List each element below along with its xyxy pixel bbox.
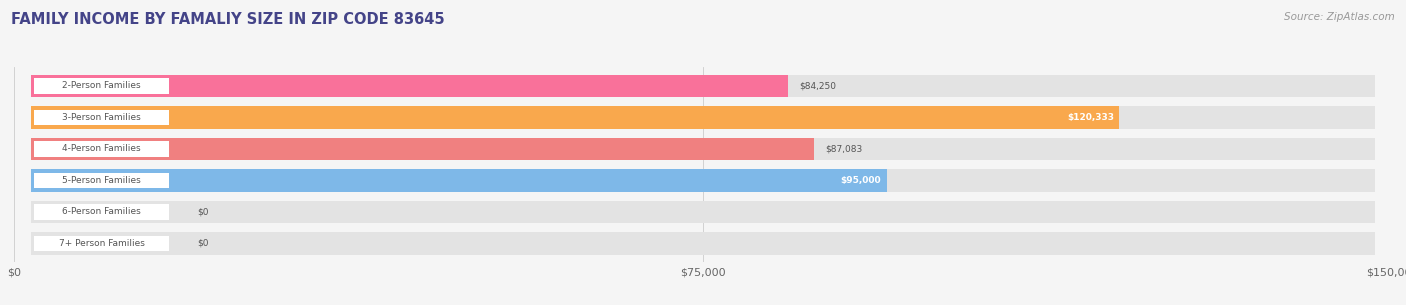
Text: $0: $0 <box>197 239 209 248</box>
Bar <box>31 169 887 192</box>
Text: 4-Person Families: 4-Person Families <box>62 145 141 153</box>
Text: 2-Person Families: 2-Person Families <box>62 81 141 91</box>
Bar <box>31 232 1375 255</box>
Bar <box>34 173 169 188</box>
Bar <box>31 201 1375 223</box>
Bar <box>31 75 787 97</box>
Bar <box>31 75 1375 97</box>
Text: 3-Person Families: 3-Person Families <box>62 113 141 122</box>
Text: Source: ZipAtlas.com: Source: ZipAtlas.com <box>1284 12 1395 22</box>
Bar <box>34 236 169 251</box>
Text: FAMILY INCOME BY FAMALIY SIZE IN ZIP CODE 83645: FAMILY INCOME BY FAMALIY SIZE IN ZIP COD… <box>11 12 444 27</box>
Text: 6-Person Families: 6-Person Families <box>62 207 141 217</box>
Bar <box>31 106 1119 129</box>
Bar <box>34 204 169 220</box>
Text: 7+ Person Families: 7+ Person Families <box>59 239 145 248</box>
Bar <box>34 78 169 94</box>
Bar <box>34 110 169 125</box>
Text: $95,000: $95,000 <box>841 176 882 185</box>
Bar <box>31 169 1375 192</box>
Text: $84,250: $84,250 <box>799 81 837 91</box>
Text: $0: $0 <box>197 207 209 217</box>
Text: $87,083: $87,083 <box>825 145 862 153</box>
Text: $120,333: $120,333 <box>1067 113 1114 122</box>
Bar <box>34 141 169 157</box>
Text: 5-Person Families: 5-Person Families <box>62 176 141 185</box>
Bar <box>31 138 1375 160</box>
Bar <box>31 106 1375 129</box>
Bar <box>31 138 814 160</box>
